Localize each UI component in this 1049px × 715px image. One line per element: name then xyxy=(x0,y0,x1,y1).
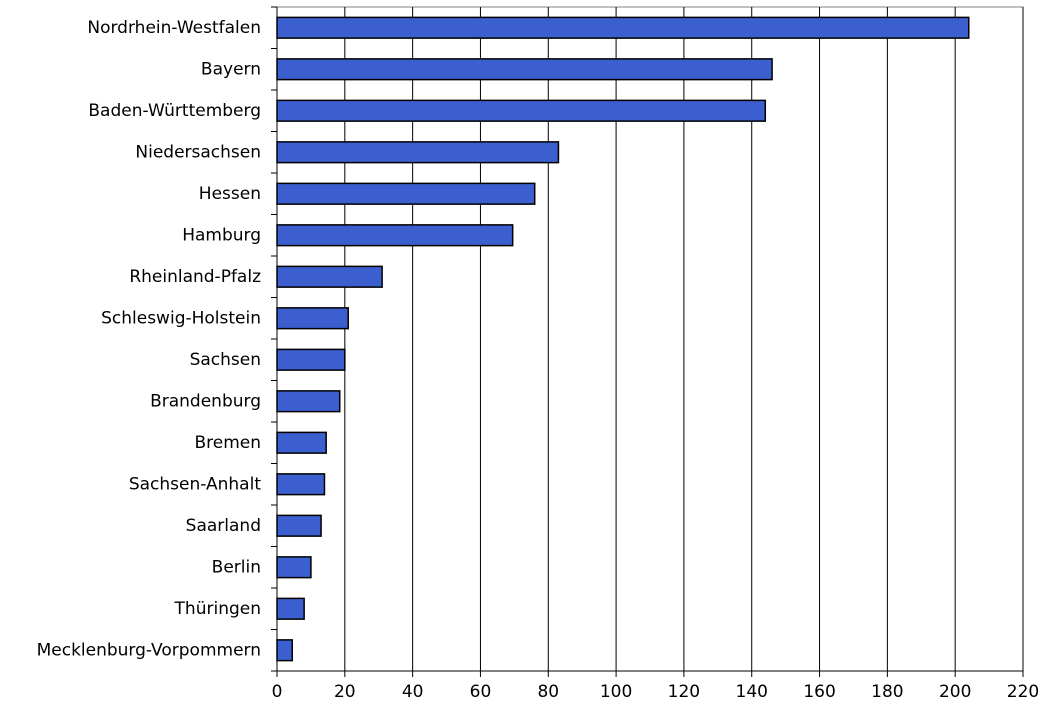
bar xyxy=(276,58,773,81)
bar xyxy=(276,16,970,39)
x-tick-label: 40 xyxy=(402,682,424,702)
bar xyxy=(276,597,305,620)
category-label: Berlin xyxy=(212,557,261,577)
category-label: Bayern xyxy=(201,59,261,79)
x-tick-label: 100 xyxy=(600,682,632,702)
x-tick-label: 20 xyxy=(334,682,356,702)
bar xyxy=(276,473,326,496)
category-label: Mecklenburg-Vorpommern xyxy=(37,640,261,660)
category-label: Saarland xyxy=(186,516,261,536)
x-tick-label: 220 xyxy=(1007,682,1039,702)
bar xyxy=(276,224,514,247)
bar xyxy=(276,556,312,579)
x-tick-label: 120 xyxy=(668,682,700,702)
x-tick-label: 140 xyxy=(736,682,768,702)
category-label: Hessen xyxy=(199,184,261,204)
bar xyxy=(276,514,322,537)
category-label: Niedersachsen xyxy=(135,142,261,162)
x-tick-label: 80 xyxy=(537,682,559,702)
bar xyxy=(276,265,383,288)
category-label: Sachsen xyxy=(190,350,261,370)
bars-layer xyxy=(276,16,970,662)
category-label: Baden-Württemberg xyxy=(88,101,261,121)
category-label: Rheinland-Pfalz xyxy=(129,267,261,287)
bar xyxy=(276,431,327,454)
category-label: Thüringen xyxy=(174,599,261,619)
bar xyxy=(276,141,560,164)
category-label: Hamburg xyxy=(182,225,261,245)
category-label: Schleswig-Holstein xyxy=(101,308,261,328)
category-label: Bremen xyxy=(194,433,261,453)
category-label: Brandenburg xyxy=(150,391,261,411)
category-label: Sachsen-Anhalt xyxy=(129,474,261,494)
x-tick-label: 60 xyxy=(470,682,492,702)
bar xyxy=(276,99,767,122)
bar xyxy=(276,307,349,330)
category-labels: Nordrhein-Westfalen Bayern Baden-Württembe… xyxy=(37,18,262,661)
bar xyxy=(276,390,341,413)
bar xyxy=(276,348,346,371)
x-tick-label: 200 xyxy=(939,682,971,702)
bar xyxy=(276,639,294,662)
x-tick-label: 160 xyxy=(803,682,835,702)
bar xyxy=(276,182,536,205)
axis-layer xyxy=(271,6,1024,677)
category-label: Nordrhein-Westfalen xyxy=(87,18,261,38)
x-tick-labels: 0 20 40 60 80 100 120 140 160 180 200 220 xyxy=(272,682,1040,702)
x-tick-label: 0 xyxy=(272,682,283,702)
x-tick-label: 180 xyxy=(871,682,903,702)
